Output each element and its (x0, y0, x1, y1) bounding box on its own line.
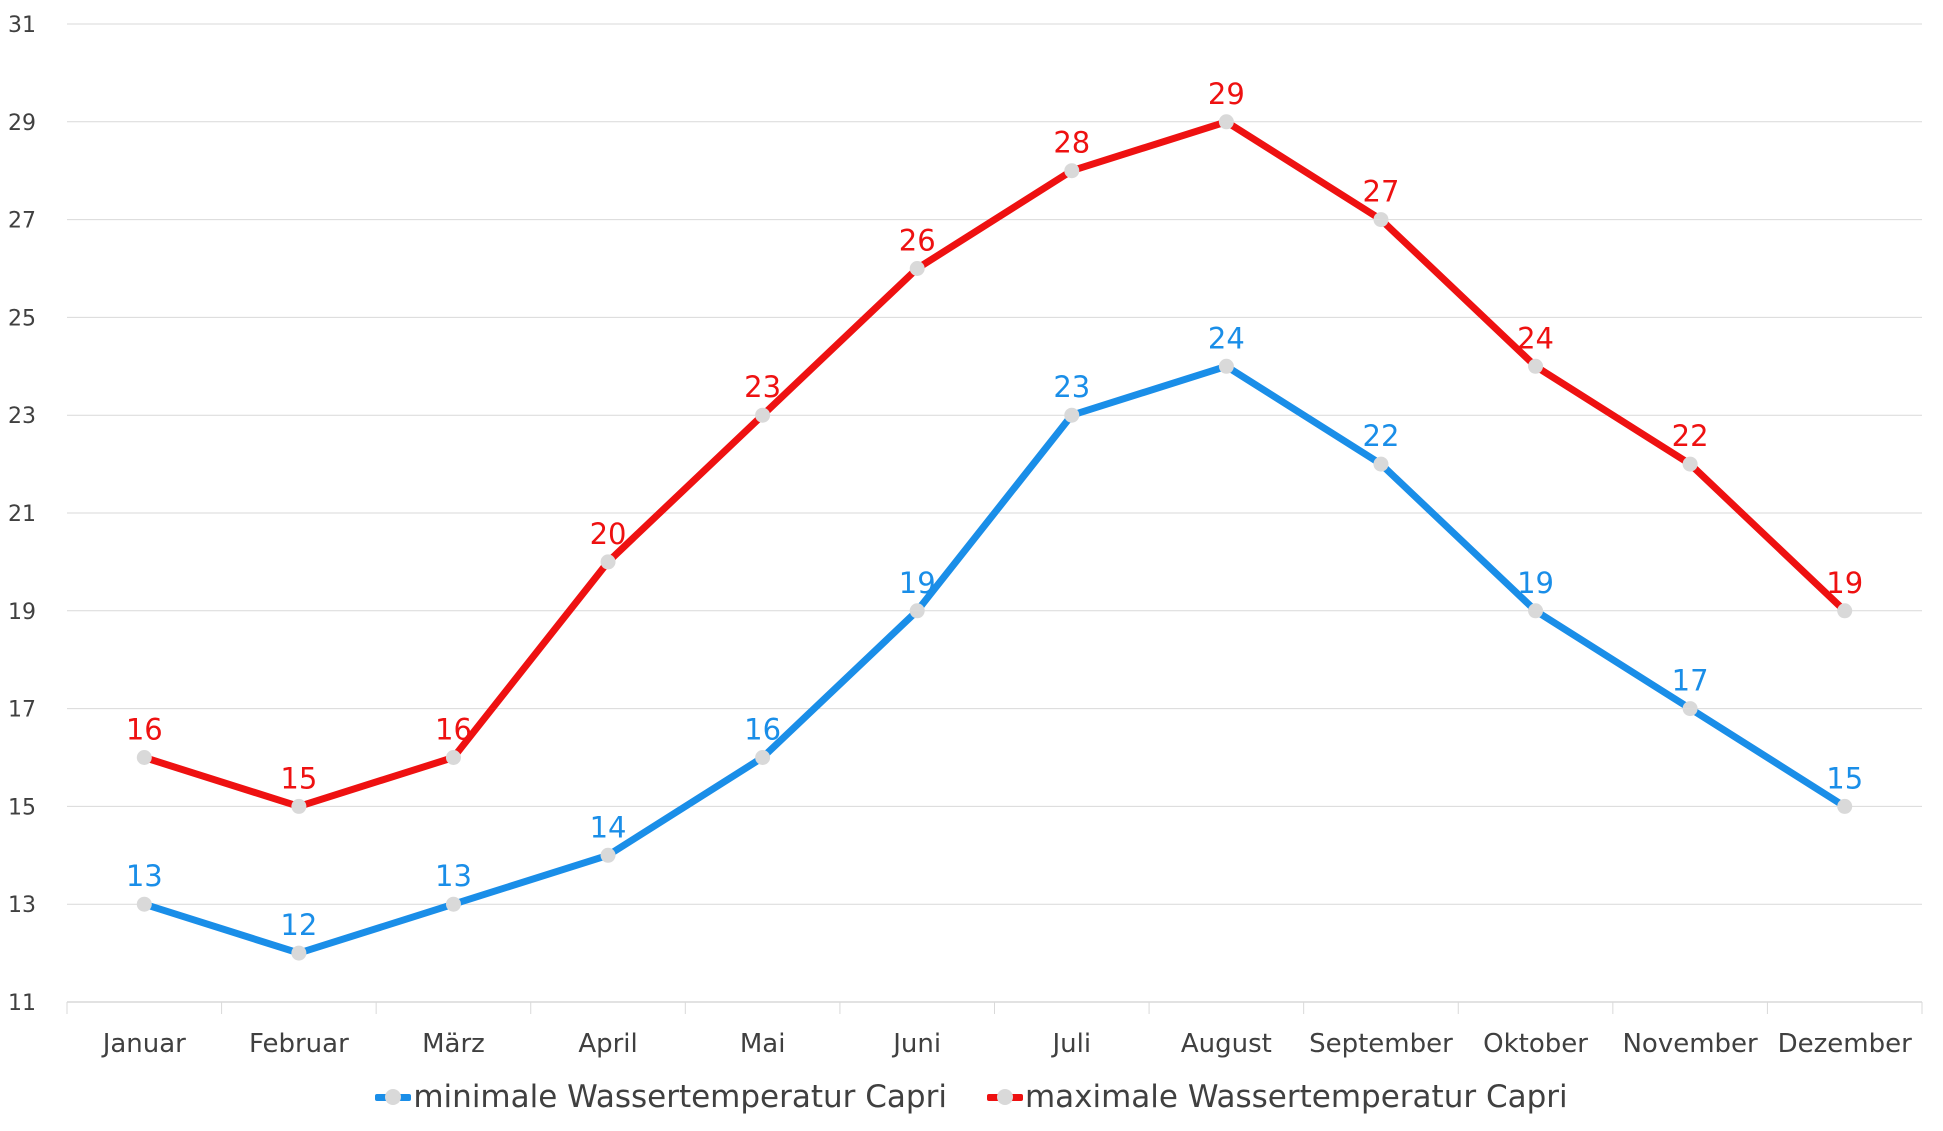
legend-swatch-min (375, 1085, 412, 1109)
y-tick-label-31: 31 (8, 13, 36, 38)
y-tick-label-29: 29 (8, 111, 36, 136)
data-label-1-10: 22 (1672, 419, 1709, 453)
data-label-1-4: 23 (744, 370, 781, 404)
y-tick-label-23: 23 (8, 404, 36, 429)
data-label-1-7: 29 (1208, 77, 1245, 111)
data-point-0-7 (1218, 358, 1234, 374)
x-tick-label-6: Juli (1050, 1029, 1091, 1059)
legend: minimale Wassertemperatur Capri maximale… (0, 1072, 1943, 1122)
data-label-0-3: 14 (590, 810, 627, 844)
data-point-0-2 (445, 896, 461, 912)
legend-label-min: minimale Wassertemperatur Capri (413, 1079, 947, 1115)
data-point-1-1 (291, 798, 307, 814)
data-point-0-11 (1837, 798, 1853, 814)
x-tick-label-9: Oktober (1483, 1029, 1588, 1059)
x-tick-label-5: Juni (891, 1029, 941, 1059)
data-point-0-3 (600, 847, 616, 863)
legend-swatch-max (986, 1085, 1023, 1109)
data-point-0-10 (1682, 701, 1698, 717)
legend-label-max: maximale Wassertemperatur Capri (1024, 1079, 1568, 1115)
data-point-1-3 (600, 554, 616, 570)
data-label-0-0: 13 (126, 859, 163, 893)
data-point-0-0 (136, 896, 152, 912)
data-label-0-1: 12 (280, 908, 317, 942)
data-label-1-2: 16 (435, 713, 472, 747)
y-tick-label-21: 21 (8, 502, 36, 527)
data-point-1-4 (755, 407, 771, 423)
data-label-1-1: 15 (280, 761, 317, 795)
data-label-0-7: 24 (1208, 321, 1245, 355)
data-label-1-11: 19 (1826, 566, 1863, 600)
data-point-0-4 (755, 750, 771, 765)
y-tick-label-25: 25 (8, 306, 36, 331)
x-tick-label-4: Mai (740, 1029, 786, 1059)
data-label-1-6: 28 (1053, 126, 1090, 160)
data-point-1-5 (909, 261, 925, 276)
y-tick-label-15: 15 (8, 795, 36, 820)
data-point-1-11 (1837, 603, 1853, 619)
data-label-1-0: 16 (126, 713, 163, 747)
y-tick-label-27: 27 (8, 209, 36, 234)
x-tick-label-7: August (1181, 1029, 1272, 1059)
data-point-1-0 (136, 750, 152, 765)
data-label-0-10: 17 (1672, 664, 1709, 698)
data-label-0-4: 16 (744, 713, 781, 747)
data-label-0-6: 23 (1053, 370, 1090, 404)
x-tick-label-1: Februar (249, 1029, 349, 1059)
data-point-1-6 (1064, 163, 1080, 179)
data-point-1-10 (1682, 456, 1698, 472)
x-tick-label-2: März (422, 1029, 485, 1059)
data-point-0-8 (1373, 456, 1389, 472)
y-tick-label-11: 11 (8, 991, 36, 1016)
y-tick-label-13: 13 (8, 893, 36, 918)
data-point-0-6 (1064, 407, 1080, 423)
data-label-1-9: 24 (1517, 321, 1554, 355)
legend-item-min: minimale Wassertemperatur Capri (375, 1079, 947, 1115)
data-label-0-2: 13 (435, 859, 472, 893)
x-tick-label-11: Dezember (1778, 1029, 1912, 1059)
data-label-0-8: 22 (1363, 419, 1400, 453)
data-point-1-8 (1373, 212, 1389, 228)
data-point-0-9 (1528, 603, 1544, 619)
data-label-1-8: 27 (1363, 175, 1400, 209)
data-label-0-9: 19 (1517, 566, 1554, 600)
legend-item-max: maximale Wassertemperatur Capri (986, 1079, 1568, 1115)
x-tick-label-3: April (578, 1029, 637, 1059)
data-point-0-1 (291, 945, 307, 961)
x-tick-label-10: November (1622, 1029, 1758, 1059)
x-tick-label-8: September (1309, 1029, 1453, 1059)
series-line-0 (140, 362, 1849, 957)
y-tick-label-17: 17 (8, 698, 36, 723)
data-label-1-5: 26 (899, 224, 936, 258)
data-point-1-2 (445, 750, 461, 765)
data-point-1-7 (1218, 114, 1234, 130)
y-tick-label-19: 19 (8, 600, 36, 625)
data-label-1-3: 20 (590, 517, 627, 551)
data-point-1-9 (1528, 358, 1544, 374)
data-label-0-5: 19 (899, 566, 936, 600)
x-tick-label-0: Januar (101, 1029, 186, 1059)
series-line-1 (140, 118, 1849, 810)
data-label-0-11: 15 (1826, 761, 1863, 795)
data-point-0-5 (909, 603, 925, 619)
